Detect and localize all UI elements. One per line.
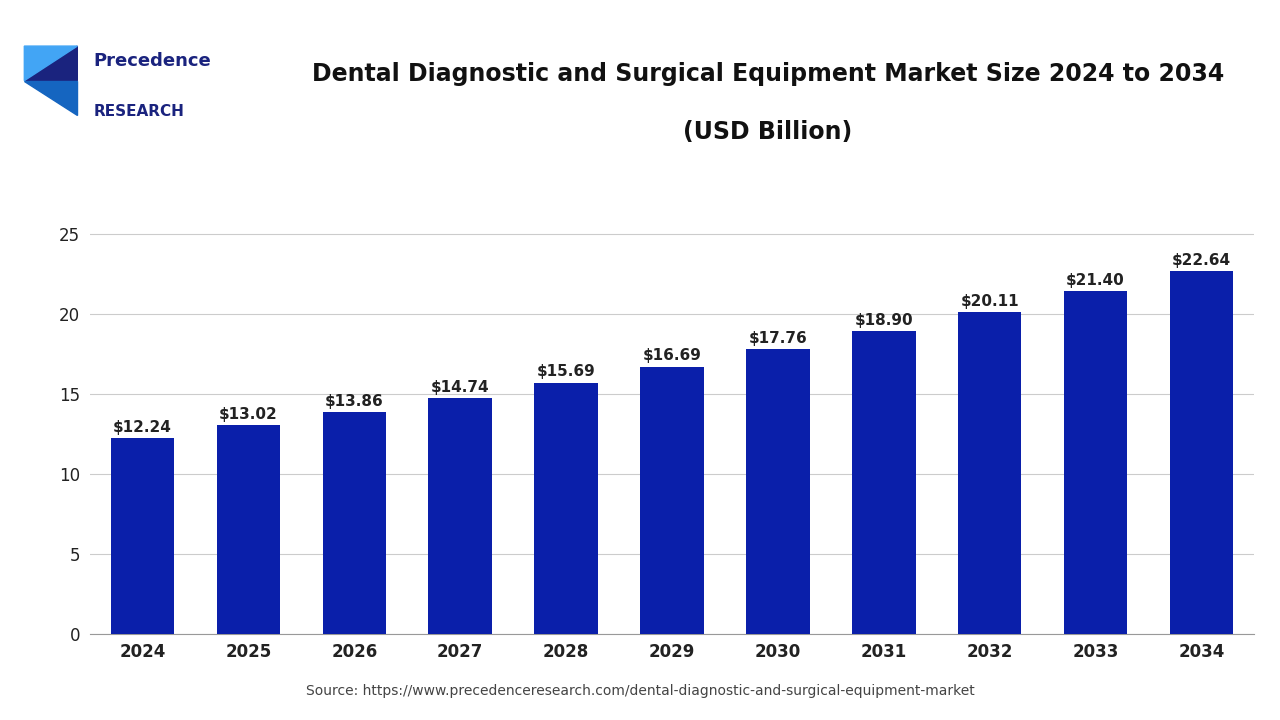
Text: RESEARCH: RESEARCH <box>93 104 184 120</box>
Text: $14.74: $14.74 <box>431 379 489 395</box>
Text: $18.90: $18.90 <box>855 313 913 328</box>
Text: $22.64: $22.64 <box>1172 253 1231 268</box>
Text: Source: https://www.precedenceresearch.com/dental-diagnostic-and-surgical-equipm: Source: https://www.precedenceresearch.c… <box>306 684 974 698</box>
Text: (USD Billion): (USD Billion) <box>684 120 852 145</box>
Bar <box>1170 271 1233 634</box>
Bar <box>957 312 1021 634</box>
Text: $20.11: $20.11 <box>960 294 1019 309</box>
Bar <box>640 366 704 634</box>
Bar <box>111 438 174 634</box>
Polygon shape <box>24 46 77 81</box>
Polygon shape <box>24 81 77 115</box>
Text: Dental Diagnostic and Surgical Equipment Market Size 2024 to 2034: Dental Diagnostic and Surgical Equipment… <box>312 62 1224 86</box>
Text: $15.69: $15.69 <box>536 364 595 379</box>
Text: $13.86: $13.86 <box>325 394 384 409</box>
Bar <box>429 397 492 634</box>
Text: $17.76: $17.76 <box>749 331 808 346</box>
Bar <box>534 382 598 634</box>
Text: $21.40: $21.40 <box>1066 273 1125 288</box>
Text: $13.02: $13.02 <box>219 407 278 422</box>
Bar <box>323 412 387 634</box>
Bar <box>746 349 810 634</box>
Polygon shape <box>24 46 77 81</box>
Bar <box>852 331 915 634</box>
Text: Precedence: Precedence <box>93 52 211 70</box>
Bar <box>216 426 280 634</box>
Text: $16.69: $16.69 <box>643 348 701 364</box>
Text: $12.24: $12.24 <box>113 420 172 435</box>
Bar <box>1064 291 1128 634</box>
